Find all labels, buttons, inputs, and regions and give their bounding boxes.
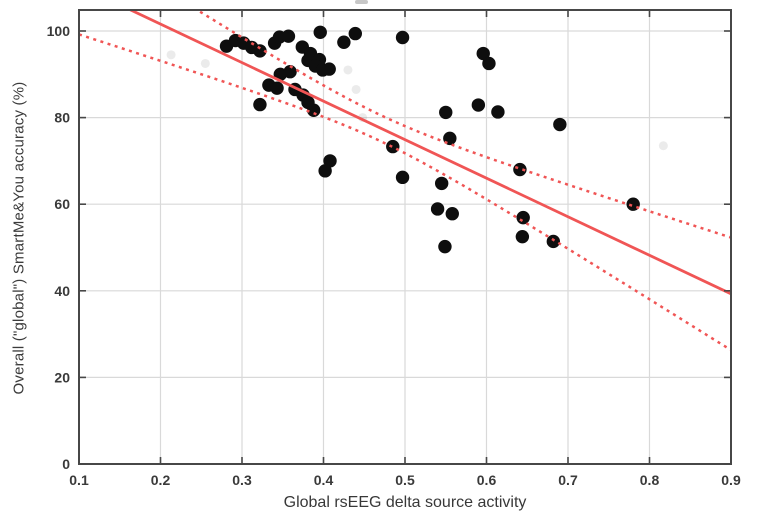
- regression-line: [127, 10, 731, 296]
- data-point: [270, 81, 284, 95]
- compression-artifact: [351, 84, 361, 94]
- y-tick-label: 80: [54, 110, 70, 126]
- regression-group: [79, 10, 731, 352]
- data-point: [476, 46, 490, 61]
- x-tick-label: 0.7: [558, 472, 578, 488]
- data-point: [553, 117, 567, 132]
- data-point: [253, 44, 267, 58]
- data-point: [430, 202, 445, 216]
- x-tick-label: 0.3: [232, 472, 252, 488]
- y-axis-label: Overall ("global") SmartMe&You accuracy …: [10, 81, 28, 395]
- data-point: [516, 210, 530, 225]
- x-tick-label: 0.1: [69, 472, 89, 488]
- compression-artifact: [200, 58, 210, 68]
- data-point: [307, 103, 321, 117]
- data-point: [438, 239, 452, 254]
- data-point: [515, 229, 530, 244]
- confidence-band-upper: [194, 10, 731, 239]
- data-point: [626, 197, 640, 211]
- data-point: [482, 56, 496, 71]
- data-point: [283, 65, 297, 79]
- compression-artifact: [166, 50, 176, 60]
- data-point: [386, 139, 400, 154]
- y-tick-label: 0: [62, 456, 70, 472]
- x-tick-label: 0.5: [395, 472, 415, 488]
- data-point: [323, 154, 337, 168]
- data-point: [395, 170, 410, 185]
- data-point: [253, 97, 267, 112]
- data-point: [337, 35, 351, 49]
- compression-artifact: [658, 141, 668, 151]
- confidence-band-lower: [79, 33, 731, 352]
- data-point: [281, 29, 296, 43]
- data-point: [395, 30, 410, 45]
- data-point: [348, 26, 362, 41]
- data-point: [434, 176, 449, 191]
- y-tick-label: 20: [54, 369, 70, 385]
- compression-artifact: [343, 65, 353, 75]
- x-tick-label: 0.8: [640, 472, 660, 488]
- y-tick-label: 60: [54, 196, 70, 212]
- data-point: [318, 164, 332, 178]
- data-point: [491, 105, 505, 119]
- x-tick-label: 0.4: [314, 472, 334, 488]
- cropped-title-remnant: [355, 0, 368, 4]
- x-tick-label: 0.2: [151, 472, 171, 488]
- data-point: [322, 62, 336, 76]
- data-point: [546, 234, 561, 249]
- y-tick-label: 40: [54, 283, 70, 299]
- x-tick-label: 0.6: [477, 472, 497, 488]
- data-point: [445, 207, 459, 221]
- x-axis-label: Global rsEEG delta source activity: [283, 494, 527, 511]
- x-tick-label: 0.9: [721, 472, 741, 488]
- data-point: [313, 25, 327, 39]
- data-point: [439, 105, 453, 120]
- y-tick-label: 100: [47, 23, 71, 39]
- data-point: [471, 98, 486, 112]
